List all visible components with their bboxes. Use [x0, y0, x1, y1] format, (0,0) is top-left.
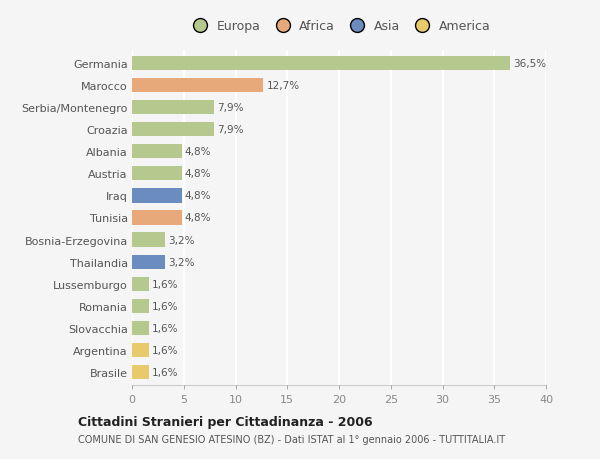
Bar — [132, 343, 149, 358]
Text: Cittadini Stranieri per Cittadinanza - 2006: Cittadini Stranieri per Cittadinanza - 2… — [78, 415, 373, 428]
Bar — [132, 189, 182, 203]
Text: 1,6%: 1,6% — [152, 367, 178, 377]
Bar — [132, 277, 149, 291]
Bar — [132, 299, 149, 313]
Text: 3,2%: 3,2% — [168, 235, 195, 245]
Text: 36,5%: 36,5% — [513, 59, 546, 69]
Bar — [132, 365, 149, 380]
Bar — [132, 145, 182, 159]
Text: 4,8%: 4,8% — [185, 191, 211, 201]
Text: 1,6%: 1,6% — [152, 323, 178, 333]
Bar — [132, 167, 182, 181]
Legend: Europa, Africa, Asia, America: Europa, Africa, Asia, America — [188, 20, 490, 33]
Text: COMUNE DI SAN GENESIO ATESINO (BZ) - Dati ISTAT al 1° gennaio 2006 - TUTTITALIA.: COMUNE DI SAN GENESIO ATESINO (BZ) - Dat… — [78, 434, 505, 444]
Text: 7,9%: 7,9% — [217, 125, 244, 135]
Text: 3,2%: 3,2% — [168, 257, 195, 267]
Bar — [132, 233, 165, 247]
Text: 4,8%: 4,8% — [185, 213, 211, 223]
Text: 1,6%: 1,6% — [152, 345, 178, 355]
Bar — [132, 56, 510, 71]
Text: 4,8%: 4,8% — [185, 169, 211, 179]
Text: 1,6%: 1,6% — [152, 301, 178, 311]
Text: 7,9%: 7,9% — [217, 103, 244, 113]
Bar — [132, 211, 182, 225]
Bar — [132, 78, 263, 93]
Bar — [132, 123, 214, 137]
Bar — [132, 255, 165, 269]
Bar — [132, 101, 214, 115]
Bar — [132, 321, 149, 336]
Text: 12,7%: 12,7% — [266, 81, 299, 91]
Text: 4,8%: 4,8% — [185, 147, 211, 157]
Text: 1,6%: 1,6% — [152, 279, 178, 289]
